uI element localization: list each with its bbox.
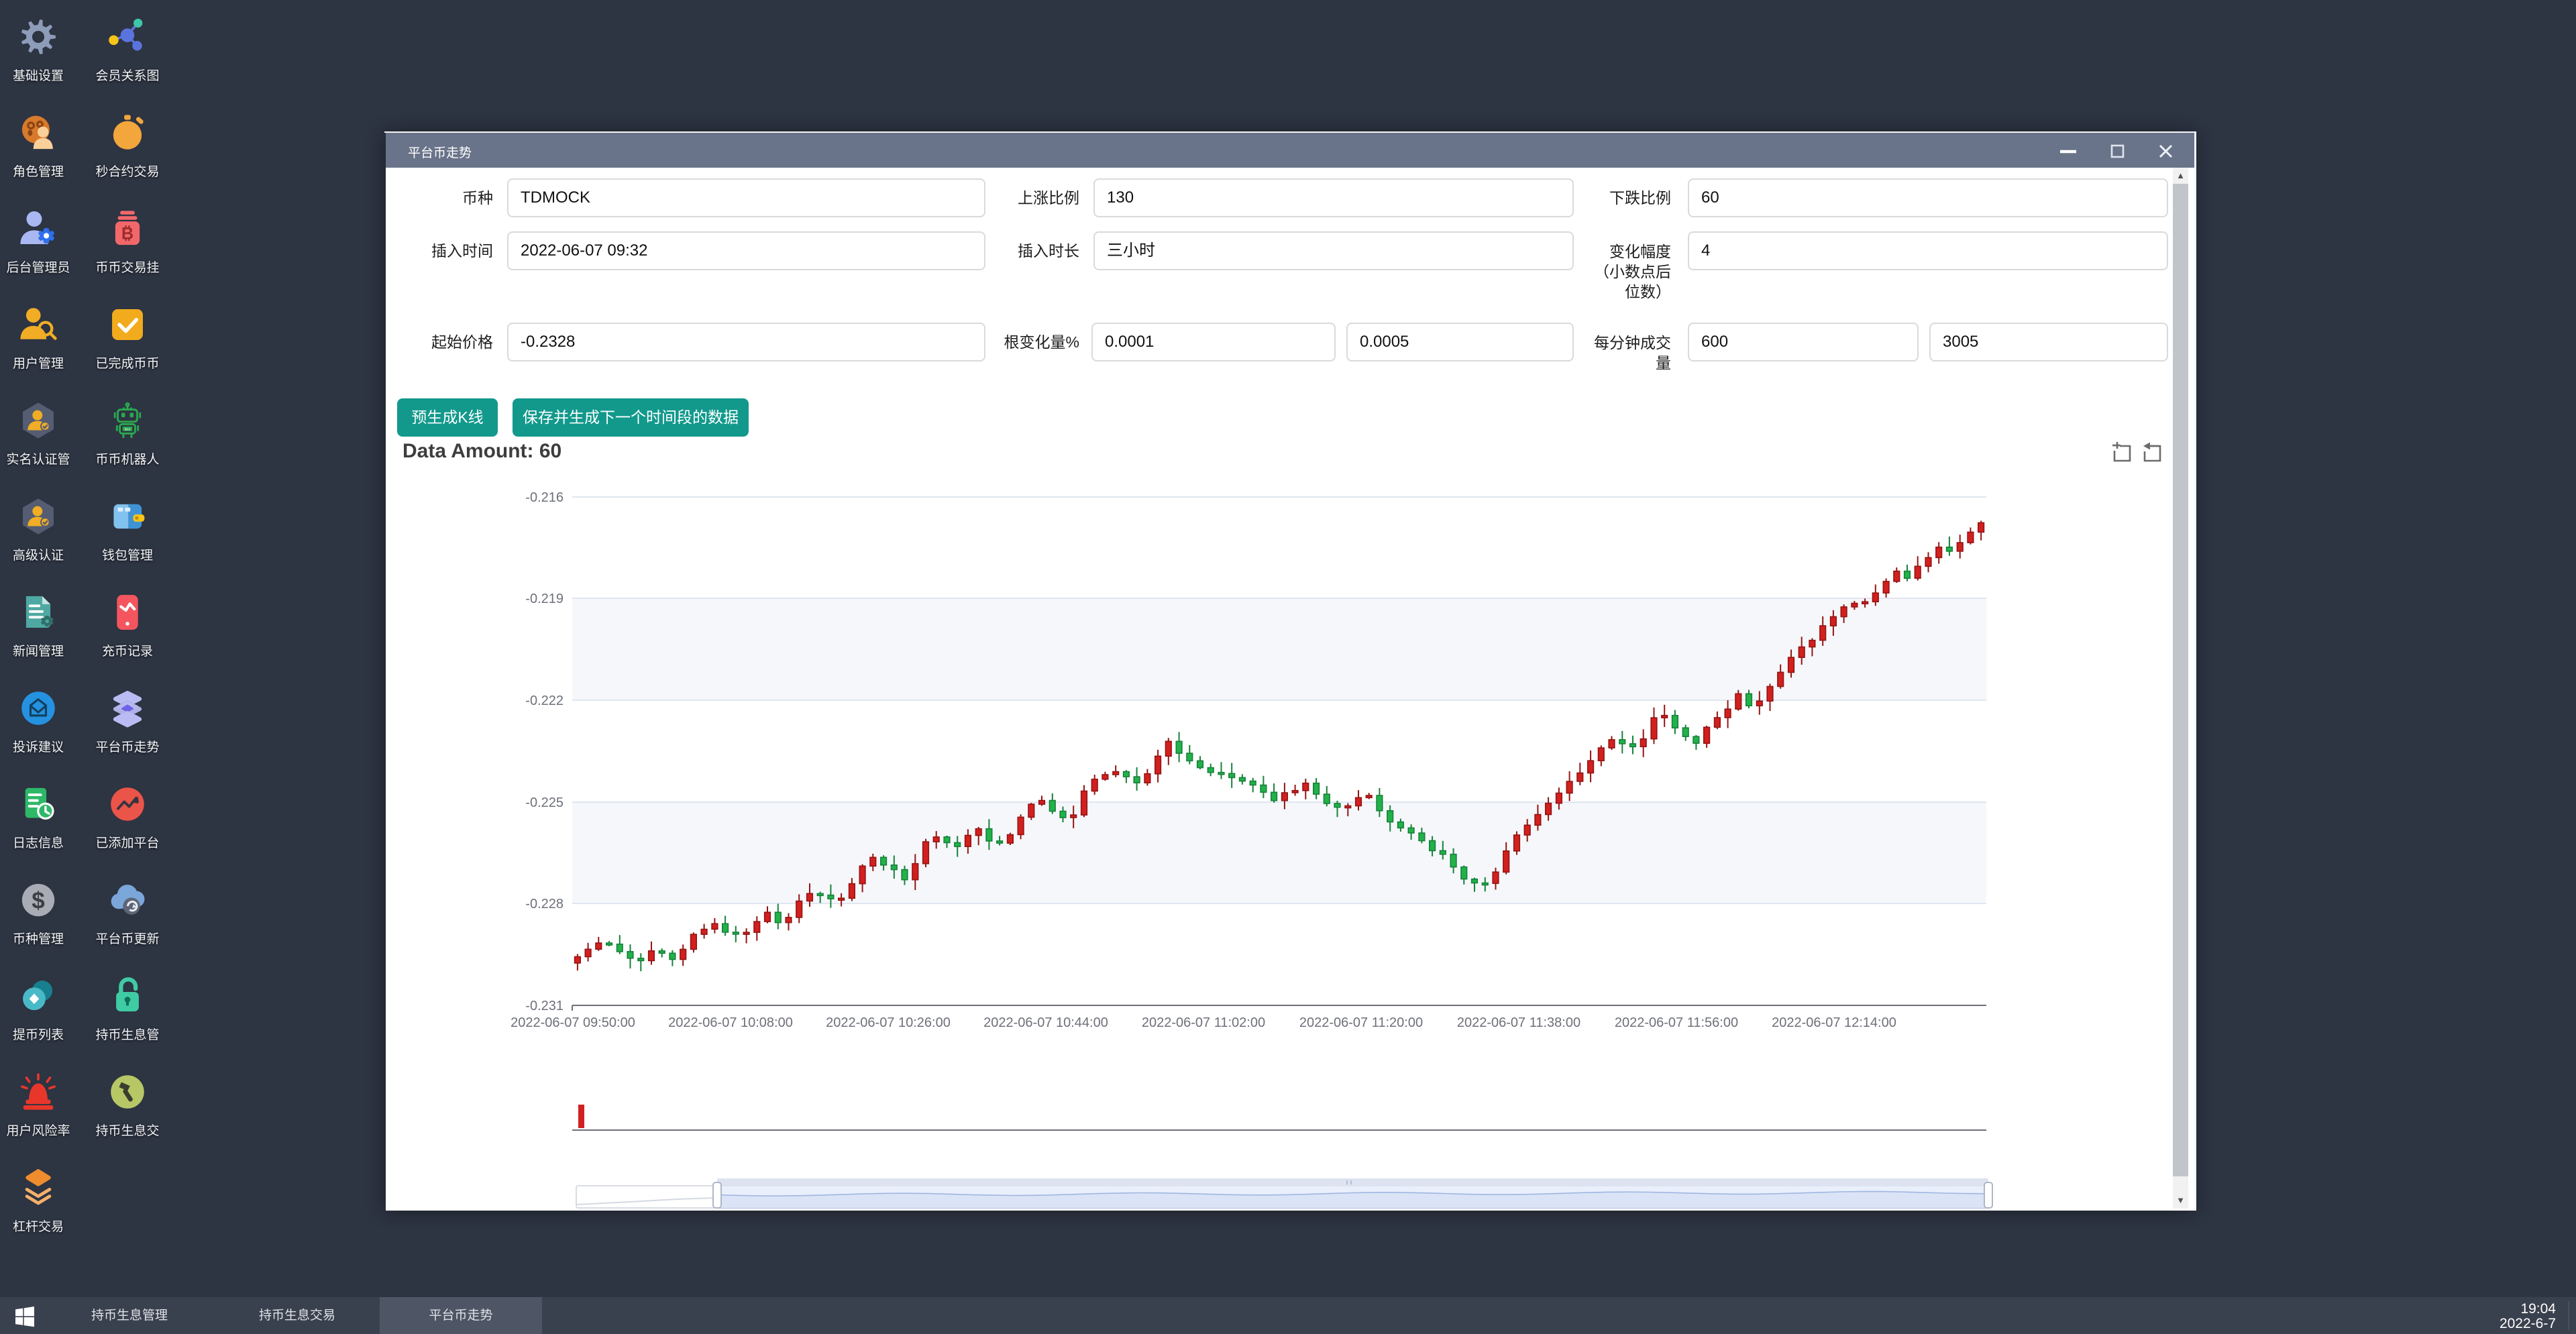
- svg-text:2022-06-07 11:20:00: 2022-06-07 11:20:00: [1299, 1015, 1423, 1030]
- svg-text:2022-06-07 09:50:00: 2022-06-07 09:50:00: [511, 1015, 635, 1030]
- svg-text:-0.216: -0.216: [525, 490, 564, 505]
- svg-text:-0.219: -0.219: [525, 592, 564, 606]
- svg-text:iBot: iBot: [125, 428, 131, 432]
- svg-text:2022-06-07 10:08:00: 2022-06-07 10:08:00: [668, 1015, 793, 1030]
- svg-text:-0.225: -0.225: [525, 795, 564, 810]
- svg-text:-0.222: -0.222: [525, 693, 564, 708]
- svg-text:-0.231: -0.231: [525, 999, 564, 1013]
- svg-text:$: $: [32, 888, 44, 914]
- svg-text:-0.228: -0.228: [525, 897, 564, 911]
- svg-text:2022-06-07 12:14:00: 2022-06-07 12:14:00: [1772, 1015, 1896, 1030]
- svg-text:2022-06-07 10:44:00: 2022-06-07 10:44:00: [983, 1015, 1108, 1030]
- svg-text:2022-06-07 10:26:00: 2022-06-07 10:26:00: [826, 1015, 951, 1030]
- svg-text:2022-06-07 11:56:00: 2022-06-07 11:56:00: [1615, 1015, 1738, 1030]
- svg-text:2022-06-07 11:02:00: 2022-06-07 11:02:00: [1142, 1015, 1265, 1030]
- svg-text:2022-06-07 11:38:00: 2022-06-07 11:38:00: [1457, 1015, 1580, 1030]
- svg-text:B: B: [121, 225, 133, 243]
